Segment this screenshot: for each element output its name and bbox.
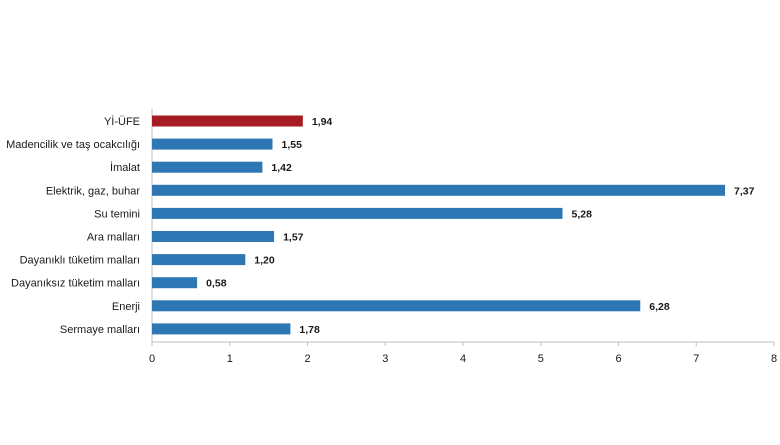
- x-tick-label: 1: [227, 353, 233, 365]
- x-tick-label: 0: [149, 353, 155, 365]
- x-tick-label: 7: [693, 353, 699, 365]
- bar: [152, 231, 275, 242]
- category-label: Yİ-ÜFE: [104, 115, 140, 128]
- value-label: 1,57: [283, 232, 304, 244]
- value-label: 6,28: [649, 301, 670, 313]
- bar: [152, 138, 273, 150]
- bar: [152, 254, 246, 266]
- x-tick-label: 5: [538, 353, 544, 365]
- bar: [152, 184, 726, 196]
- value-label: 5,28: [572, 208, 593, 220]
- x-tick-label: 4: [460, 353, 466, 365]
- value-label: 1,55: [282, 139, 303, 151]
- category-label: Dayanıklı tüketim malları: [20, 255, 140, 267]
- bar: [152, 277, 198, 289]
- bar: [152, 207, 563, 219]
- x-tick-label: 6: [615, 353, 621, 365]
- value-label: 1,94: [312, 116, 333, 128]
- category-label: Madencilik ve taş ocakcılığı: [6, 139, 140, 151]
- category-label: İmalat: [110, 161, 140, 174]
- label-layer: Yİ-ÜFE 1,94 Madencilik ve taş ocakcılığı 1,…: [6, 115, 755, 336]
- category-label: Elektrik, gaz, buhar: [46, 185, 140, 197]
- value-label: 1,20: [254, 255, 275, 267]
- value-label: 0,58: [206, 278, 227, 290]
- x-tick-label: 2: [304, 353, 310, 365]
- value-label: 1,78: [299, 324, 320, 336]
- x-tick-label: 3: [382, 353, 388, 365]
- category-label: Sermaye malları: [60, 324, 140, 336]
- bar-layer: [152, 115, 726, 335]
- bar: [152, 300, 641, 312]
- category-label: Ara malları: [87, 232, 140, 244]
- axis-layer: 0 1 2 3 4 5 6 7 8: [149, 109, 777, 365]
- value-label: 1,42: [271, 162, 292, 174]
- value-label: 7,37: [734, 185, 755, 197]
- x-tick-label: 8: [771, 353, 777, 365]
- bar: [152, 323, 291, 335]
- category-label: Enerji: [112, 301, 140, 313]
- bar: [152, 161, 263, 173]
- category-label: Su temini: [94, 208, 140, 220]
- category-label: Dayanıksız tüketim malları: [11, 278, 140, 290]
- bar: [152, 115, 303, 127]
